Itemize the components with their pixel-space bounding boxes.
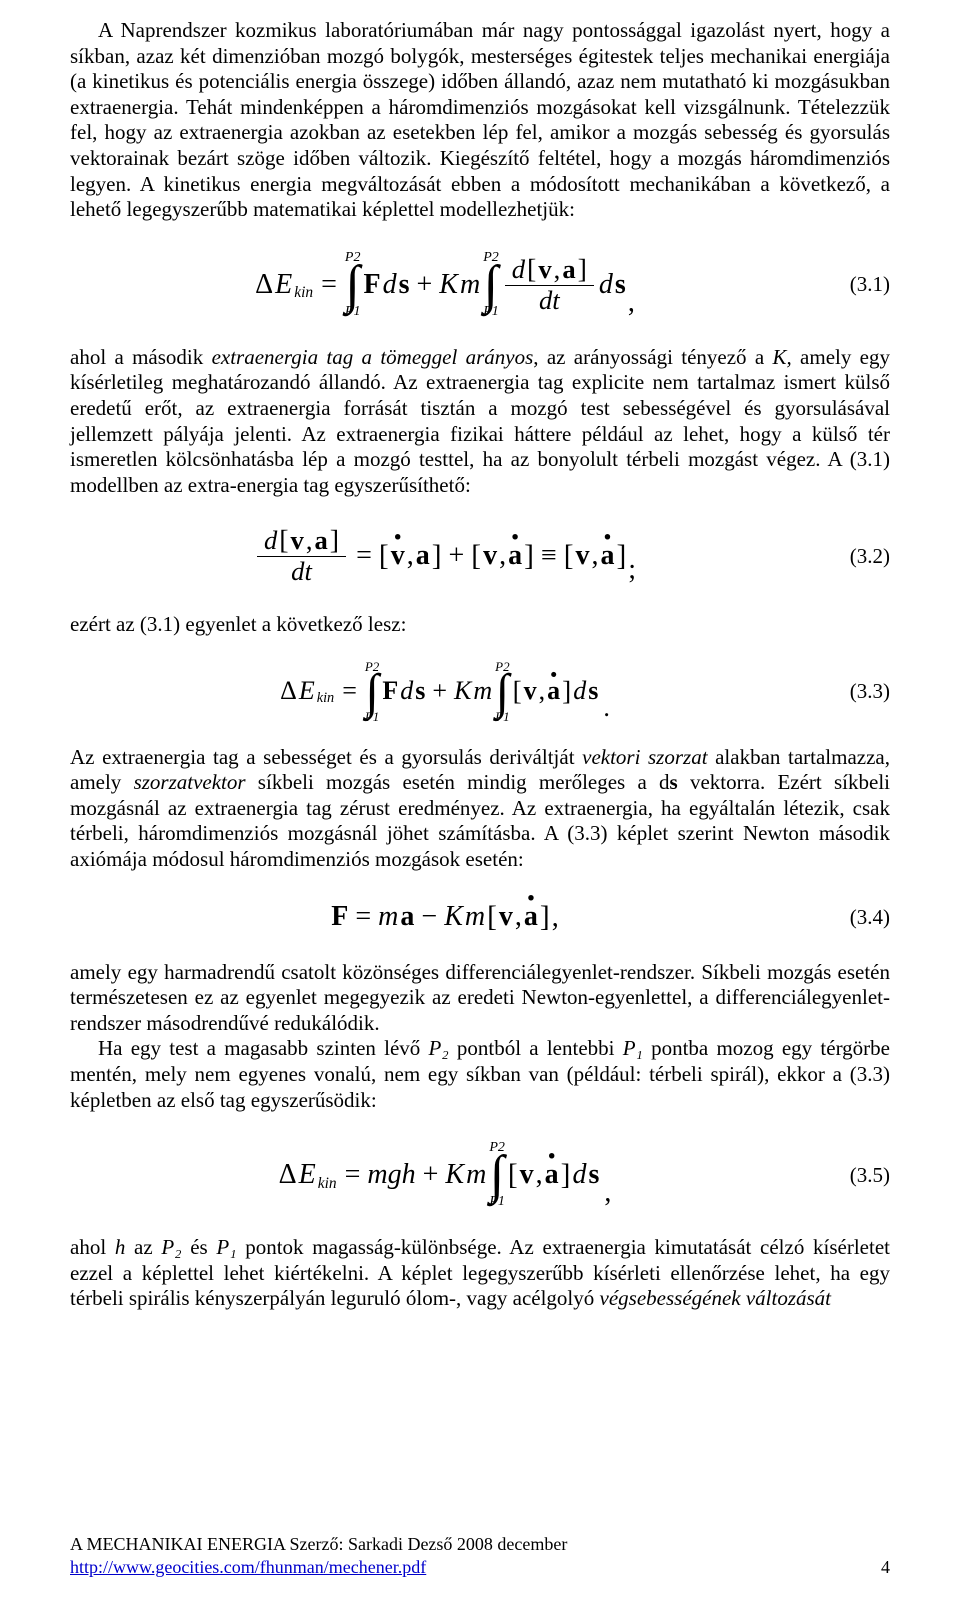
paragraph-5a: amely egy harmadrendű csatolt közönséges…: [70, 960, 890, 1037]
equation-3-3: ΔEkin = P2 ∫ P1 Fds + Km P2 ∫ P1 [v,a]ds…: [70, 660, 890, 723]
page-footer: A MECHANIKAI ENERGIA Szerző: Sarkadi Dez…: [70, 1533, 890, 1578]
eq-number-3-3: (3.3): [820, 679, 890, 704]
eq-number-3-4: (3.4): [820, 905, 890, 930]
eq-3-4-math: F = ma − Km [v,a] ,: [330, 901, 559, 934]
paragraph-3: ezért az (3.1) egyenlet a következő lesz…: [70, 612, 890, 638]
eq-number-3-1: (3.1): [820, 272, 890, 297]
eq-3-3-math: ΔEkin = P2 ∫ P1 Fds + Km P2 ∫ P1 [v,a]ds…: [279, 660, 611, 723]
eq-3-2-math: d[v,a] dt = [v,a] + [v,a] ≡ [v,a] ;: [253, 526, 637, 586]
footer-link[interactable]: http://www.geocities.com/fhunman/mechene…: [70, 1557, 426, 1577]
eq-3-5-math: ΔEkin = mgh + Km P2 ∫ P1 [v,a]ds ,: [278, 1141, 613, 1209]
equation-3-4: F = ma − Km [v,a] , (3.4): [70, 901, 890, 934]
eq-3-1-math: ΔEkin = P2 ∫ P1 Fds + Km P2 ∫ P1 d[v,a]: [254, 251, 636, 319]
equation-3-5: ΔEkin = mgh + Km P2 ∫ P1 [v,a]ds , (3.5): [70, 1141, 890, 1209]
eq-number-3-2: (3.2): [820, 544, 890, 569]
equation-3-1: ΔEkin = P2 ∫ P1 Fds + Km P2 ∫ P1 d[v,a]: [70, 251, 890, 319]
paragraph-2: ahol a második extraenergia tag a tömegg…: [70, 345, 890, 499]
paragraph-4: Az extraenergia tag a sebességet és a gy…: [70, 745, 890, 873]
paragraph-1: A Naprendszer kozmikus laboratóriumában …: [70, 18, 890, 223]
paragraph-5b: Ha egy test a magasabb szinten lévő P₂ p…: [70, 1036, 890, 1113]
eq-number-3-5: (3.5): [820, 1163, 890, 1188]
equation-3-2: d[v,a] dt = [v,a] + [v,a] ≡ [v,a] ; (3.2…: [70, 526, 890, 586]
page: A Naprendszer kozmikus laboratóriumában …: [0, 0, 960, 1600]
paragraph-6: ahol h az P₂ és P₁ pontok magasság-külön…: [70, 1235, 890, 1312]
footer-title: A MECHANIKAI ENERGIA Szerző: Sarkadi Dez…: [70, 1534, 567, 1554]
page-number: 4: [881, 1557, 890, 1578]
